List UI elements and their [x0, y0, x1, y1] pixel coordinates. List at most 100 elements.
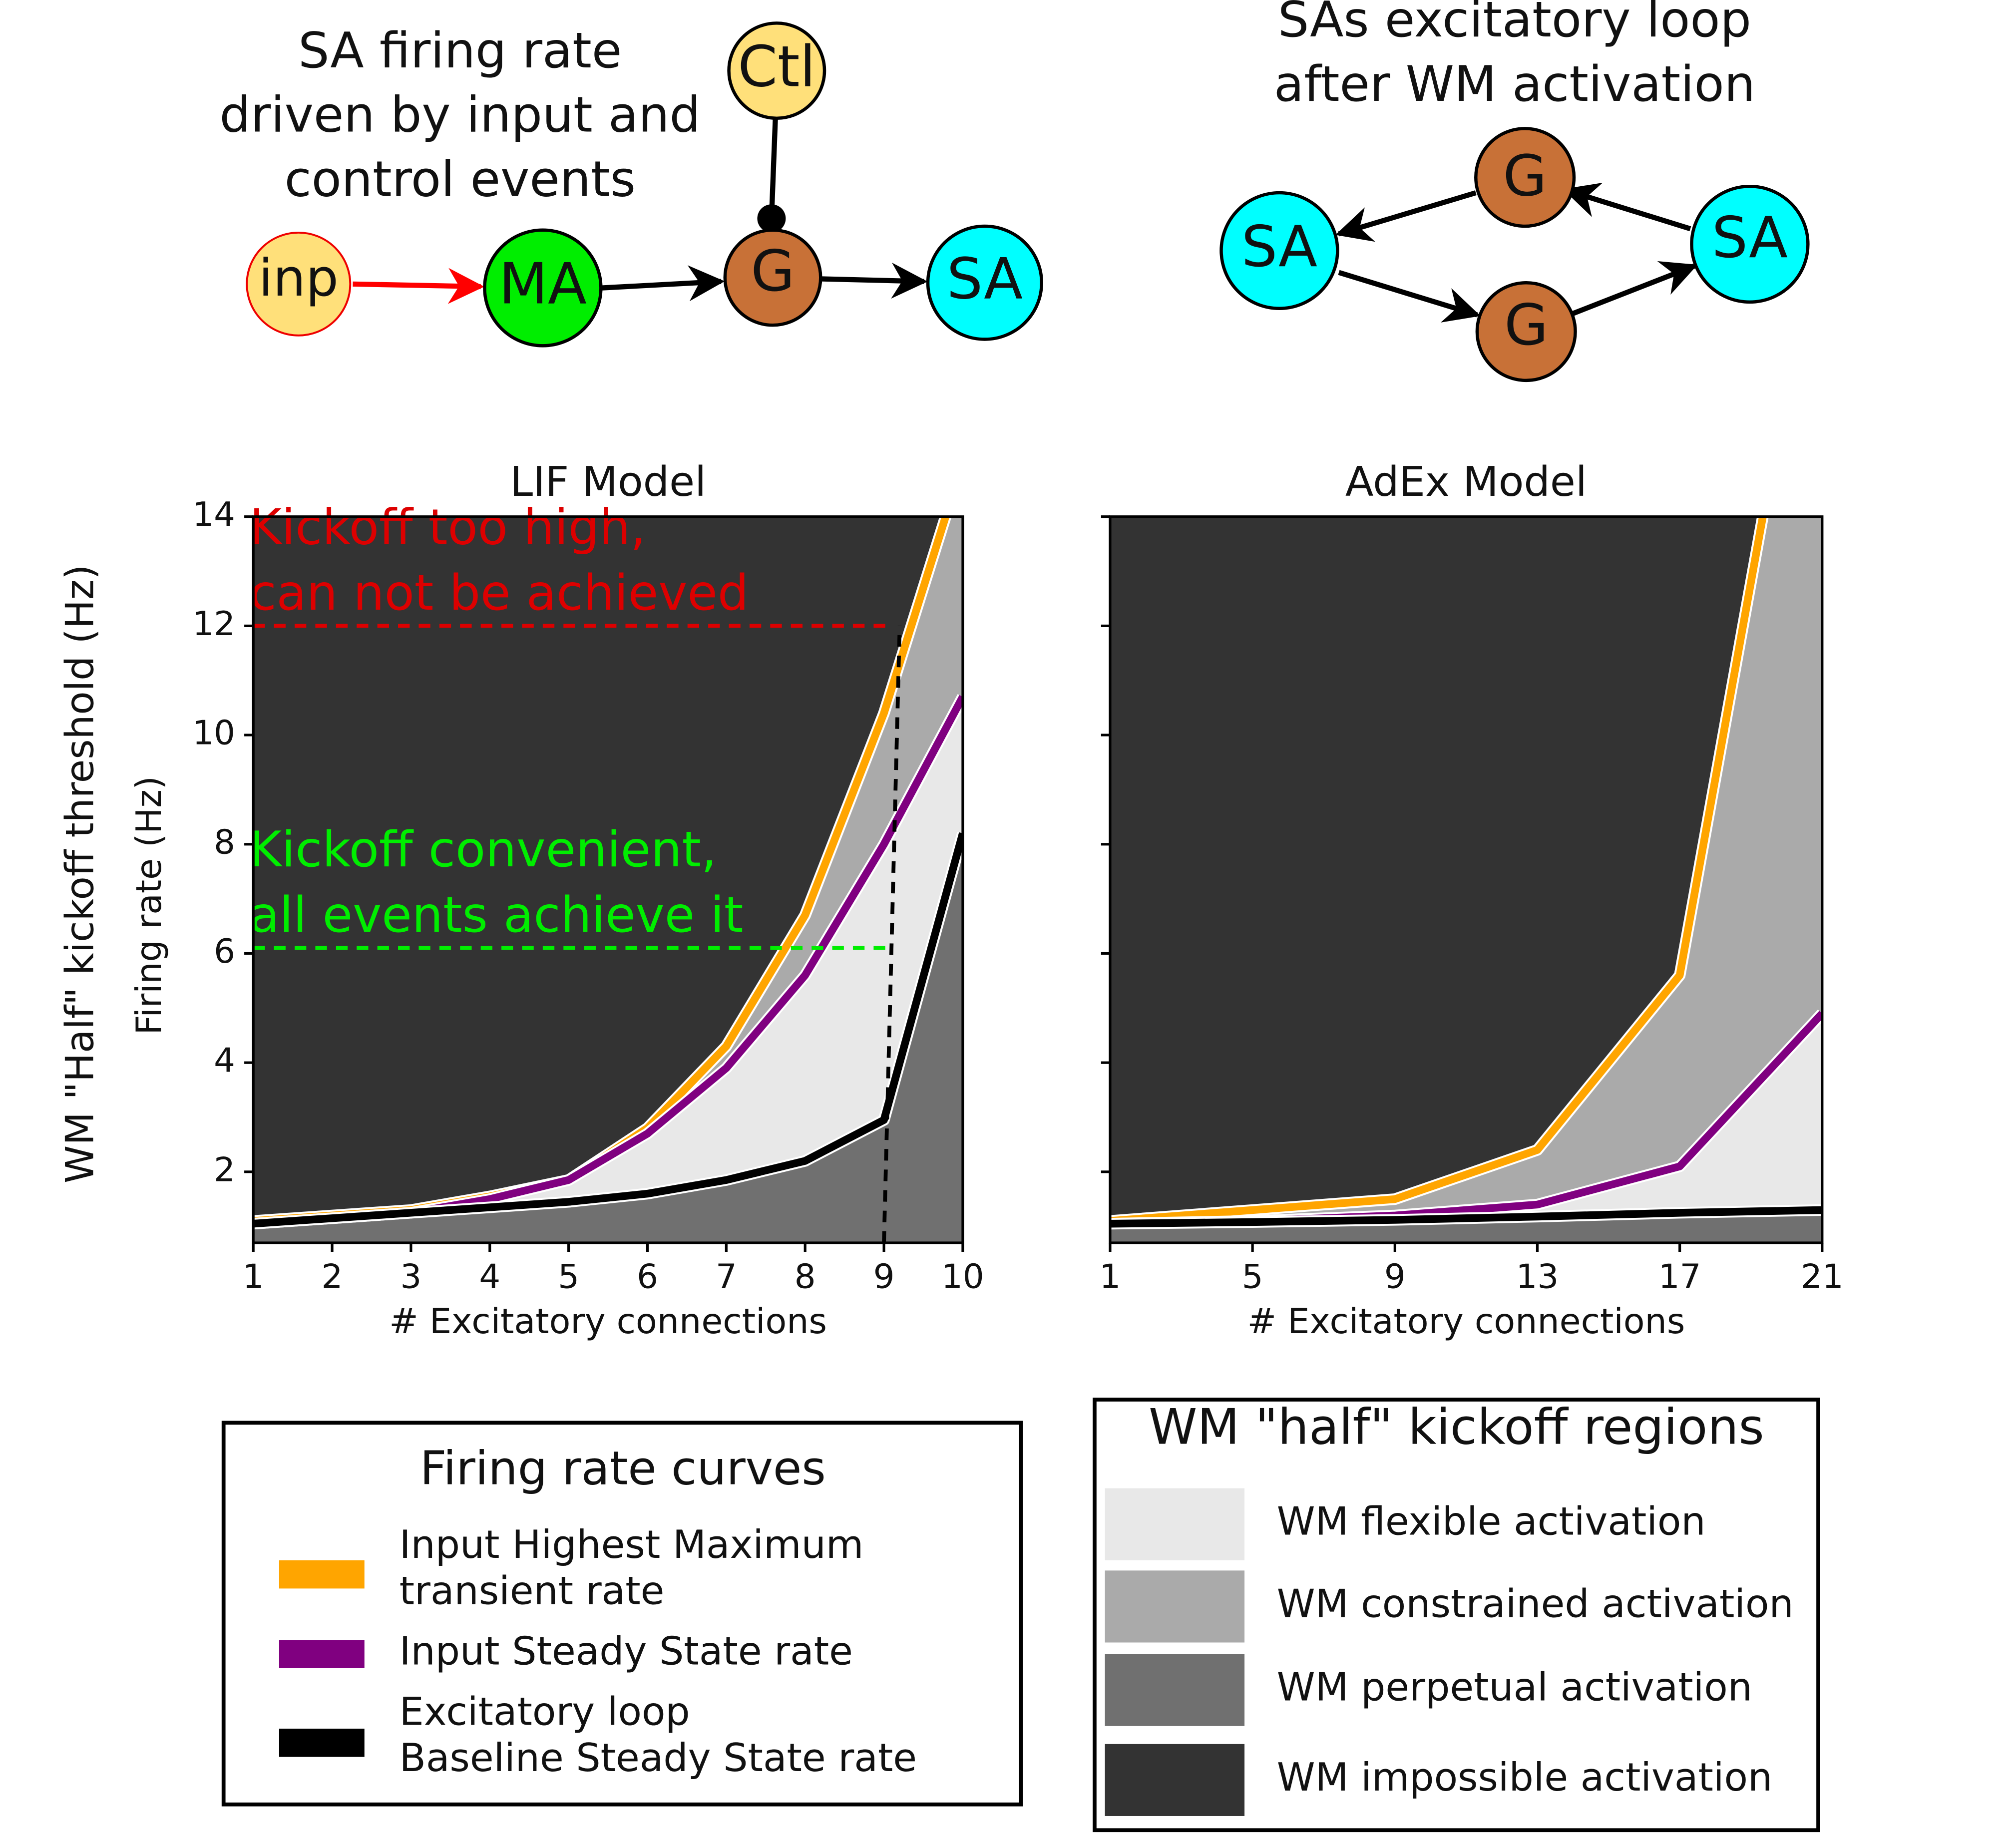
y-tick-label: 8: [214, 822, 235, 861]
legend-title: Firing rate curves: [420, 1442, 826, 1495]
plot-frame: [252, 515, 964, 1244]
diagram-loop: SAs excitatory loop after WM activation …: [1219, 0, 1810, 382]
region: [253, 697, 963, 1243]
y-tick-label: 14: [192, 495, 235, 534]
diagram-title: SA firing rate: [298, 22, 622, 79]
legend-curves: Firing rate curves Input Highest Maximum…: [221, 1421, 1023, 1807]
x-tick-label: 13: [1516, 1257, 1559, 1296]
y-tick-label: 4: [214, 1041, 235, 1080]
x-tick-label: 21: [1801, 1257, 1844, 1296]
legend-regions: WM "half" kickoff regions WM flexible ac…: [1093, 1398, 1820, 1833]
legend-label: Excitatory loop: [400, 1690, 690, 1735]
annotation-text: all events achieve it: [249, 887, 743, 944]
node-label: SA: [1712, 205, 1788, 271]
x-tick-label: 5: [558, 1257, 579, 1296]
node: [926, 224, 1044, 341]
legend-swatch: [1105, 1654, 1245, 1726]
x-tick-label: 9: [1384, 1257, 1406, 1296]
node-label: SA: [947, 246, 1023, 312]
x-tick-label: 7: [716, 1257, 737, 1296]
node-label: G: [751, 238, 795, 304]
legend-swatch: [1105, 1570, 1245, 1643]
diagram-title: SAs excitatory loop: [1278, 0, 1751, 48]
arrow: [1338, 270, 1481, 323]
x-tick-label: 9: [873, 1257, 895, 1296]
legend-label: Input Highest Maximum: [400, 1522, 864, 1567]
arrow: [1563, 182, 1691, 232]
legend-box: [221, 1421, 1023, 1807]
region: [253, 833, 963, 1243]
control-link: [769, 118, 778, 219]
x-tick-label: 2: [322, 1257, 343, 1296]
threshold-line: [882, 626, 902, 1243]
chart-title: AdEx Model: [1345, 458, 1587, 506]
diagram-title: after WM activation: [1274, 56, 1755, 113]
x-tick-label: 6: [637, 1257, 658, 1296]
diagram-title: control events: [285, 151, 636, 208]
legend-label: Input Steady State rate: [400, 1629, 853, 1674]
x-axis-label: # Excitatory connections: [1247, 1301, 1685, 1342]
x-tick-label: 8: [795, 1257, 816, 1296]
y-tick-label: 6: [214, 932, 235, 971]
node: [727, 21, 826, 120]
node-label: SA: [1241, 214, 1317, 280]
node: [1219, 191, 1339, 310]
legend-title: WM "half" kickoff regions: [1149, 1399, 1764, 1456]
x-tick-label: 1: [1100, 1257, 1121, 1296]
x-tick-label: 10: [941, 1257, 984, 1296]
y-axis-label: WM "Half" kickoff threshold (Hz): [57, 565, 102, 1183]
x-tick-label: 1: [243, 1257, 264, 1296]
node: [483, 228, 603, 348]
node-label: MA: [499, 251, 587, 317]
y-tick-label: 2: [214, 1150, 235, 1189]
node-label: G: [1504, 292, 1548, 358]
arrow: [1572, 261, 1698, 316]
arrow: [602, 265, 725, 302]
x-tick-label: 17: [1658, 1257, 1701, 1296]
y-tick-label: 10: [192, 714, 235, 752]
region: [1110, 516, 1822, 1243]
x-tick-label: 5: [1242, 1257, 1263, 1296]
plot-area: [1110, 516, 1822, 1243]
chart-title: LIF Model: [510, 458, 706, 506]
plot-area: [253, 516, 963, 1243]
y-axis-label: Firing rate (Hz): [129, 776, 169, 1035]
node: [246, 231, 352, 337]
node: [1475, 281, 1577, 382]
annotation-text: Kickoff too high,: [249, 499, 646, 556]
annotation-text: Kickoff convenient,: [249, 821, 717, 878]
plot-frame: [1109, 515, 1824, 1244]
legend-label: WM flexible activation: [1277, 1499, 1706, 1544]
annotation-text: can not be achieved: [249, 565, 749, 622]
arrow: [821, 263, 928, 299]
legend-label: WM impossible activation: [1277, 1755, 1772, 1800]
x-tick-label: 3: [401, 1257, 422, 1296]
legend-swatch: [1105, 1488, 1245, 1560]
arrow: [353, 268, 484, 304]
legend-swatch: [1105, 1744, 1245, 1816]
arrow: [1335, 190, 1477, 242]
series-line: [1110, 1206, 1822, 1228]
node-label: inp: [259, 248, 339, 308]
legend-label: transient rate: [400, 1569, 665, 1614]
y-tick-label: 12: [192, 604, 235, 643]
diagram-title: driven by input and: [220, 87, 701, 144]
node-label: G: [1503, 143, 1547, 209]
diagram-input: SA firing rate driven by input and contr…: [220, 21, 1044, 348]
node: [723, 228, 822, 327]
node: [1474, 127, 1576, 228]
series-line: [253, 832, 963, 1228]
region: [1110, 1013, 1822, 1243]
series-line: [1110, 516, 1767, 1225]
legend-label: Baseline Steady State rate: [400, 1736, 917, 1781]
chart: Kickoff too high, can not be achieved Kick…: [129, 458, 984, 1342]
node: [1690, 185, 1810, 304]
x-axis-label: # Excitatory connections: [389, 1301, 827, 1342]
node-label: Ctl: [738, 34, 815, 100]
legend-label: WM perpetual activation: [1277, 1665, 1752, 1710]
chart: 1 5 9 13 17 21 AdEx Model # Excitatory connecti…: [1100, 458, 1844, 1342]
legend-label: WM constrained activation: [1277, 1582, 1794, 1627]
x-tick-label: 4: [479, 1257, 500, 1296]
control-dot: [757, 204, 786, 233]
